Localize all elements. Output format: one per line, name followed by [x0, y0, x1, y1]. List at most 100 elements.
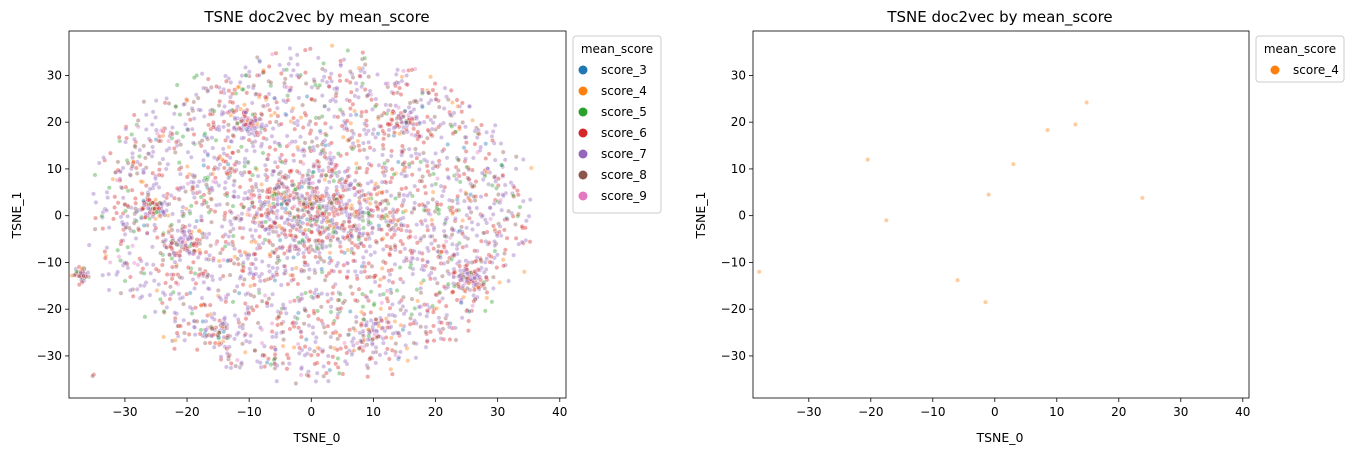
scatter-point — [344, 201, 350, 207]
left-y-tick-label: 10 — [47, 162, 62, 176]
scatter-point — [205, 165, 211, 170]
scatter-point — [387, 272, 393, 277]
scatter-point — [373, 273, 378, 279]
scatter-point — [434, 306, 440, 311]
scatter-point — [457, 124, 462, 130]
scatter-point — [323, 330, 328, 336]
scatter-point — [350, 140, 356, 146]
scatter-point — [154, 235, 160, 240]
scatter-point — [380, 128, 386, 134]
scatter-point — [222, 216, 227, 222]
scatter-point — [130, 150, 135, 156]
scatter-point — [253, 256, 259, 262]
scatter-point — [169, 240, 175, 246]
legend-label-score_6: score_6 — [601, 126, 647, 140]
scatter-point — [220, 273, 226, 279]
scatter-point — [282, 80, 287, 86]
left-x-tick-label: 30 — [490, 405, 505, 419]
scatter-point — [516, 241, 522, 247]
scatter-point — [325, 323, 331, 329]
scatter-point — [425, 88, 430, 93]
scatter-point — [314, 185, 320, 191]
scatter-point — [322, 277, 328, 283]
scatter-point — [320, 211, 326, 217]
scatter-point — [177, 296, 183, 301]
scatter-point — [266, 91, 272, 97]
scatter-point — [488, 205, 493, 211]
scatter-point — [269, 51, 275, 57]
scatter-point — [345, 247, 351, 253]
scatter-point — [246, 69, 252, 75]
scatter-point — [358, 113, 364, 119]
scatter-point — [170, 211, 175, 217]
legend-label-score_5: score_5 — [601, 105, 647, 119]
scatter-point — [186, 111, 191, 117]
scatter-point — [329, 172, 335, 178]
scatter-point — [149, 153, 155, 159]
right-x-tick-label: 30 — [1173, 405, 1188, 419]
scatter-point — [405, 193, 410, 199]
scatter-point — [441, 336, 447, 342]
scatter-point — [222, 104, 227, 109]
scatter-point — [248, 121, 254, 126]
scatter-point — [382, 161, 387, 166]
left-x-tick-label: 0 — [307, 405, 315, 419]
scatter-point — [234, 159, 239, 165]
scatter-point — [320, 349, 325, 355]
scatter-point — [291, 345, 297, 350]
scatter-point — [372, 279, 378, 285]
scatter-point — [466, 328, 471, 334]
scatter-point — [233, 127, 239, 132]
scatter-point — [294, 168, 300, 174]
scatter-point — [298, 72, 303, 78]
scatter-point — [388, 366, 394, 372]
scatter-point — [412, 66, 418, 72]
scatter-point — [381, 340, 386, 346]
scatter-point — [321, 259, 327, 264]
scatter-point — [502, 251, 507, 256]
scatter-point — [177, 112, 183, 117]
scatter-point — [472, 248, 477, 254]
scatter-point — [420, 257, 425, 263]
scatter-point — [418, 304, 424, 309]
scatter-point — [430, 197, 436, 202]
scatter-point — [315, 227, 321, 233]
scatter-point — [313, 287, 319, 293]
right-plot: TSNE doc2vec by mean_score −30 −20 −10 0 10 2… — [693, 8, 1345, 445]
scatter-point — [324, 185, 330, 191]
scatter-point — [513, 154, 519, 160]
scatter-point — [474, 233, 480, 238]
scatter-point — [418, 97, 424, 103]
scatter-point — [398, 249, 403, 255]
scatter-point — [274, 202, 280, 207]
scatter-point — [343, 205, 349, 211]
scatter-point — [458, 275, 464, 281]
scatter-point — [246, 310, 252, 316]
scatter-point — [379, 237, 385, 242]
scatter-point — [495, 233, 500, 239]
scatter-point — [467, 104, 473, 109]
scatter-point — [396, 105, 401, 110]
scatter-point — [362, 55, 368, 61]
scatter-point — [172, 310, 178, 316]
scatter-point — [268, 113, 274, 118]
scatter-point — [152, 309, 158, 315]
scatter-point — [232, 336, 237, 342]
scatter-point — [338, 58, 343, 64]
scatter-point — [374, 204, 380, 209]
scatter-point — [264, 136, 269, 142]
scatter-point — [348, 120, 354, 126]
scatter-point — [459, 224, 464, 230]
scatter-point — [360, 50, 366, 55]
scatter-point — [340, 234, 346, 240]
scatter-point — [325, 292, 330, 297]
scatter-point — [491, 201, 497, 206]
scatter-point — [280, 244, 285, 250]
scatter-point — [333, 164, 339, 170]
scatter-point — [392, 313, 398, 319]
scatter-point — [412, 200, 418, 206]
scatter-point — [373, 181, 379, 187]
scatter-point — [357, 148, 363, 153]
scatter-point — [228, 365, 234, 371]
scatter-point — [309, 96, 314, 102]
